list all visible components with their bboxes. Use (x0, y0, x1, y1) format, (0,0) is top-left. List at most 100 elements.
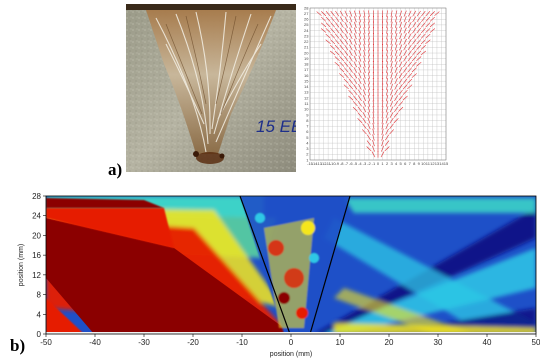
orientation-arrow (382, 38, 384, 45)
orientation-arrow (358, 72, 362, 79)
orientation-arrow (416, 56, 422, 62)
y-tick-label: 28 (32, 192, 41, 201)
orientation-arrow (398, 72, 403, 79)
grid-y-tick-label: 5 (306, 135, 309, 140)
orientation-arrow (335, 10, 340, 17)
orientation-arrow (398, 78, 403, 85)
y-tick-label: 20 (32, 231, 41, 240)
orientation-arrow (403, 33, 407, 40)
orientation-arrow (402, 84, 408, 90)
orientation-arrow (357, 106, 363, 113)
orientation-arrow (381, 44, 384, 51)
orientation-arrow (339, 10, 344, 17)
grid-y-tick-label: 12 (304, 95, 309, 100)
orientation-arrow (393, 106, 399, 113)
orientation-arrow (412, 22, 417, 28)
orientation-arrow (358, 78, 362, 85)
orientation-arrow (344, 21, 349, 28)
orientation-arrow (403, 10, 407, 17)
orientation-arrow (371, 145, 375, 152)
grid-y-tick-label: 18 (304, 62, 309, 67)
orientation-arrow (316, 11, 322, 16)
grid-y-tick-label: 21 (304, 45, 309, 50)
grid-y-tick-label: 3 (306, 146, 309, 151)
orientation-arrows (316, 10, 440, 158)
orientation-arrow (358, 21, 362, 29)
orientation-arrow (390, 61, 393, 68)
orientation-arrow (349, 21, 353, 28)
y-tick-label: 24 (32, 212, 41, 221)
orientation-arrow (416, 22, 421, 28)
orientation-arrow (394, 72, 398, 79)
orientation-arrow (372, 100, 375, 107)
orientation-arrow (330, 16, 335, 22)
orientation-arrow (408, 16, 412, 23)
orientation-arrow (399, 10, 402, 17)
orientation-arrow (425, 39, 431, 45)
orientation-arrow (403, 16, 407, 23)
orientation-arrow (372, 123, 375, 130)
grid-y-tick-label: 26 (304, 17, 309, 22)
orientation-arrow (358, 89, 362, 96)
orientation-arrow (348, 61, 353, 68)
orientation-arrow (353, 66, 358, 73)
orientation-arrow (371, 151, 376, 158)
orientation-arrow (411, 56, 417, 62)
orientation-arrow (372, 106, 375, 113)
orientation-arrow (358, 38, 362, 45)
orientation-arrow (368, 66, 370, 74)
orientation-arrow (381, 128, 384, 136)
grid-x-tick-label: 14 (439, 161, 444, 166)
grid-x-tick-label: 11 (426, 161, 431, 166)
orientation-arrow (394, 33, 398, 40)
y-tick-labels: 0 4 8 12 16 20 24 28 (32, 192, 46, 339)
orientation-arrow (394, 89, 398, 96)
orientation-arrow (394, 44, 398, 51)
grid-y-tick-label: 2 (306, 152, 309, 157)
orientation-arrow (358, 61, 362, 68)
orientation-arrow (416, 44, 422, 50)
orientation-arrow (407, 84, 413, 90)
orientation-arrow (403, 38, 407, 45)
orientation-arrow (362, 117, 367, 124)
grid-x-tick-label: 3 (390, 161, 393, 166)
grid-border (309, 7, 447, 161)
orientation-arrow (381, 77, 384, 85)
orientation-arrow (343, 78, 349, 84)
orientation-arrow (353, 44, 357, 51)
orientation-arrow (420, 27, 426, 34)
orientation-arrow (390, 10, 393, 17)
orientation-arrow (363, 38, 366, 45)
orientation-arrow (389, 106, 394, 113)
heatmap (46, 196, 536, 334)
orientation-arrow (344, 33, 349, 40)
orientation-arrow (386, 78, 389, 85)
orientation-arrow (362, 123, 367, 129)
orientation-arrow (339, 56, 345, 62)
orientation-arrow (381, 61, 384, 68)
grid-y-tick-label: 8 (306, 118, 309, 123)
orientation-arrow (381, 106, 384, 113)
orientation-arrow (353, 84, 358, 90)
orientation-arrow (325, 39, 331, 45)
orientation-arrow (363, 61, 366, 68)
orientation-arrow (407, 50, 412, 56)
orientation-arrow (390, 38, 393, 45)
orientation-arrow (412, 10, 417, 17)
orientation-arrow (390, 16, 393, 23)
orientation-arrow (394, 66, 398, 73)
grid-x-tick-label: 9 (418, 161, 421, 166)
orientation-arrow (407, 61, 412, 67)
orientation-arrow (325, 11, 331, 17)
orientation-arrow (398, 61, 403, 68)
orientation-arrow (330, 27, 336, 34)
orientation-arrow (412, 16, 417, 23)
orientation-arrow (384, 140, 390, 146)
orientation-arrow (357, 112, 363, 118)
orientation-arrow (368, 61, 370, 68)
grid-x-tick-label: 2 (386, 161, 389, 166)
orientation-arrow (398, 106, 404, 112)
orientation-arrow (358, 27, 362, 34)
orientation-arrow (407, 78, 413, 84)
orientation-arrow (354, 10, 357, 17)
